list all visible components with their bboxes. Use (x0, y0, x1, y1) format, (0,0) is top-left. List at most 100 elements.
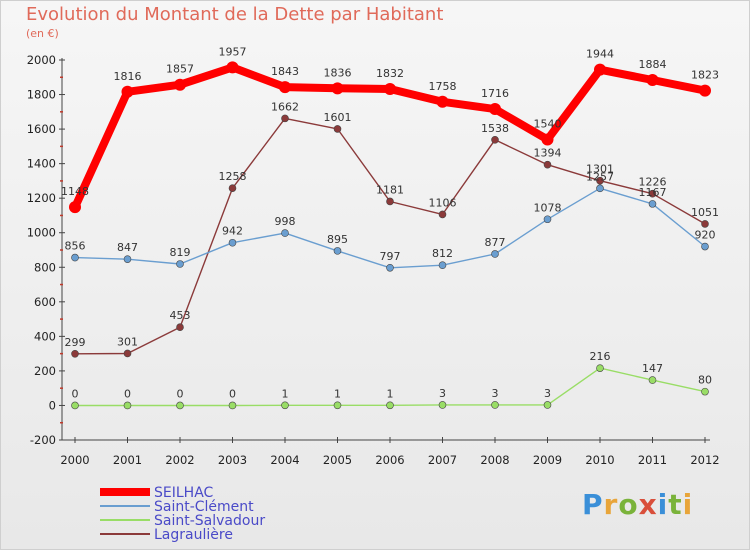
data-point (331, 82, 344, 95)
data-label: 3 (492, 387, 499, 400)
data-label: 1601 (324, 111, 352, 124)
data-point (594, 63, 606, 76)
data-label: 1843 (271, 65, 299, 78)
data-label: 1540 (534, 117, 562, 130)
data-point (333, 247, 342, 255)
y-tick-label: 1600 (27, 122, 56, 136)
data-label: 812 (432, 247, 453, 260)
data-label: 942 (222, 225, 243, 238)
y-tick-label: 1800 (27, 88, 56, 102)
x-tick-label: 2009 (533, 453, 562, 467)
data-point (386, 263, 394, 272)
data-point (596, 364, 604, 372)
data-label: 1823 (691, 69, 719, 82)
legend-label: Saint-Salvadour (154, 513, 265, 529)
x-tick-label: 2000 (60, 453, 89, 467)
x-tick-label: 2010 (585, 453, 614, 467)
data-label: 3 (439, 387, 446, 400)
data-label: 1662 (271, 100, 299, 113)
data-label: 1758 (429, 80, 457, 93)
x-tick-label: 2001 (113, 453, 142, 467)
data-label: 1226 (639, 176, 667, 189)
data-label: 1 (282, 387, 289, 400)
data-label: 1716 (481, 87, 509, 100)
data-label: 1538 (481, 122, 509, 135)
data-point (491, 136, 499, 144)
data-point (123, 401, 132, 410)
data-point (543, 160, 552, 169)
proxiti-logo: Proxiti (582, 488, 693, 521)
data-point (648, 189, 657, 198)
data-point (648, 200, 657, 208)
logo-letter: x (638, 488, 658, 521)
data-label: 1078 (534, 201, 562, 214)
data-label: 1 (334, 387, 341, 400)
data-point (701, 220, 709, 228)
data-point (228, 238, 237, 247)
data-label: 1836 (324, 66, 352, 79)
data-point (646, 74, 659, 87)
data-point (281, 401, 289, 410)
chart-unit-label: (en €) (26, 27, 59, 40)
data-label: 895 (327, 233, 348, 246)
axes: -200020040060080010001200140016001800200… (27, 53, 720, 467)
data-point (176, 401, 184, 410)
logo-letter: o (618, 488, 639, 521)
logo-letter: t (668, 488, 683, 521)
data-point (281, 229, 289, 237)
data-point (333, 401, 342, 410)
data-label: 80 (698, 374, 712, 387)
data-point (701, 242, 709, 251)
logo-letter: i (682, 488, 694, 521)
data-label: 1884 (639, 58, 667, 71)
data-point (436, 95, 449, 108)
data-label: 1167 (639, 186, 667, 199)
legend-label: Lagraulière (154, 527, 233, 543)
data-point (174, 78, 186, 91)
data-label: 998 (275, 215, 296, 228)
data-point (333, 125, 342, 133)
logo-letter: i (657, 488, 669, 521)
data-label: 216 (590, 350, 611, 363)
data-point (489, 103, 501, 116)
data-point (228, 401, 237, 410)
data-label: 1832 (376, 67, 404, 80)
chart-title: Evolution du Montant de la Dette par Hab… (26, 4, 444, 25)
data-point (176, 260, 184, 268)
data-label: 1 (387, 387, 394, 400)
data-label: 301 (117, 335, 138, 348)
data-point (71, 253, 79, 262)
data-label: 1944 (586, 48, 614, 61)
data-label: 1394 (534, 147, 562, 160)
legend-label: Saint-Clément (154, 499, 254, 515)
data-label: 1301 (586, 163, 614, 176)
x-tick-label: 2003 (218, 453, 247, 467)
data-label: 147 (642, 362, 663, 375)
x-tick-label: 2008 (480, 453, 509, 467)
x-tick-label: 2002 (165, 453, 194, 467)
series-lines (71, 63, 709, 407)
data-point (596, 176, 604, 185)
data-point (386, 401, 394, 410)
data-point (386, 197, 394, 206)
data-label: 847 (117, 241, 138, 254)
data-label: 453 (170, 309, 191, 322)
y-tick-label: 800 (34, 260, 56, 274)
x-tick-label: 2007 (428, 453, 457, 467)
data-label: 1051 (691, 206, 719, 219)
data-point (228, 184, 237, 192)
data-point (648, 376, 657, 384)
y-tick-label: 1200 (27, 191, 56, 205)
data-point (438, 401, 447, 409)
data-label: 1257 (586, 170, 614, 183)
x-tick-label: 2011 (638, 453, 667, 467)
data-label: 920 (695, 229, 716, 242)
data-label: 819 (170, 246, 191, 259)
y-tick-label: 600 (34, 295, 56, 309)
y-tick-label: 0 (49, 398, 56, 412)
data-point (121, 85, 134, 98)
data-point (438, 261, 447, 270)
x-tick-label: 2006 (375, 453, 404, 467)
data-label: 856 (65, 240, 86, 253)
data-label: 0 (124, 387, 131, 400)
